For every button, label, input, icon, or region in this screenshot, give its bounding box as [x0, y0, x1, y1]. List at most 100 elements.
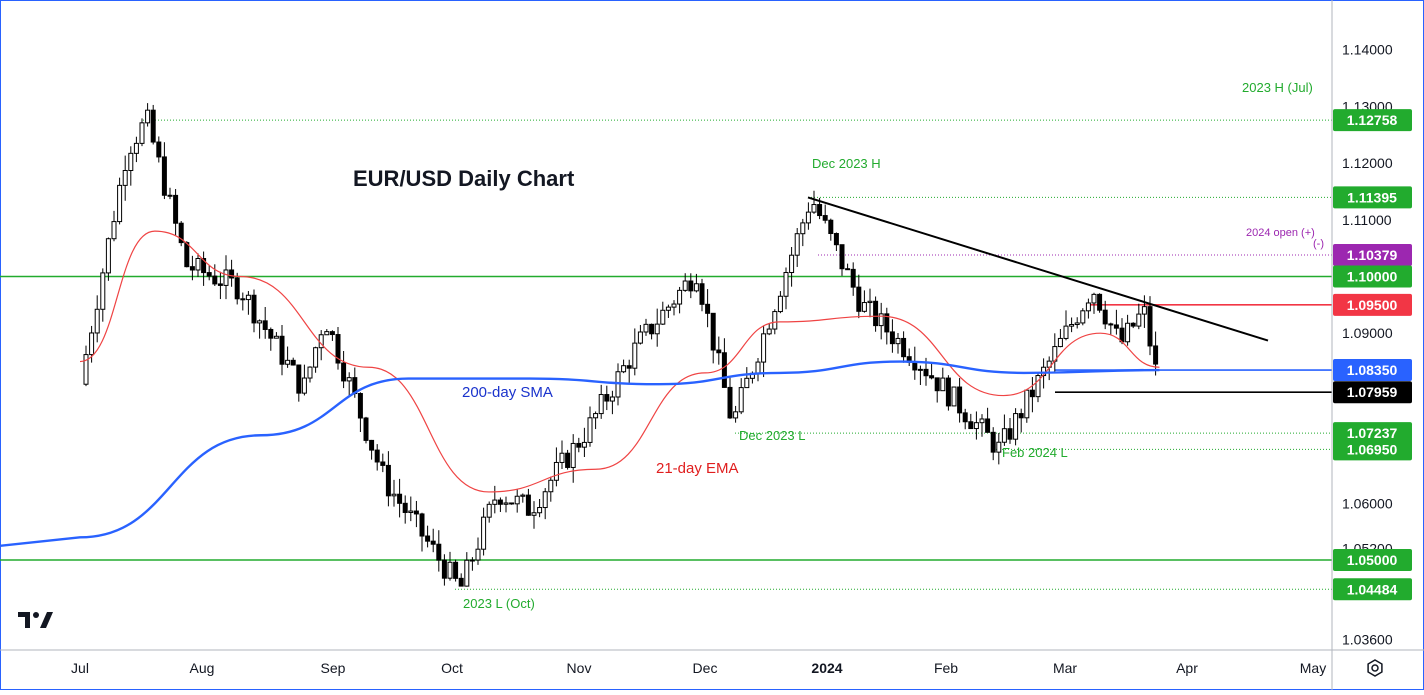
candle-body — [766, 328, 772, 335]
candle-body — [727, 386, 733, 419]
candle-body — [156, 141, 162, 158]
candle-body — [167, 194, 173, 197]
candle-body — [430, 540, 436, 545]
candle-body — [1108, 323, 1114, 326]
indicator-lines — [0, 196, 1269, 548]
price-badge-1.04484[interactable] — [1333, 578, 1412, 601]
candle-body — [822, 215, 828, 221]
candle-body — [817, 204, 823, 217]
candle-body — [581, 441, 587, 448]
candle-body — [229, 269, 235, 279]
candle-body — [1069, 324, 1075, 327]
candle-body — [464, 559, 470, 587]
gear-icon[interactable] — [1364, 657, 1386, 679]
candle-body — [1035, 375, 1041, 398]
candle-body — [184, 242, 190, 268]
candle-body — [1024, 389, 1030, 419]
y-tick-label: 1.06000 — [1342, 495, 1393, 511]
candle-body — [122, 169, 128, 186]
price-badge-text: 1.10379 — [1347, 247, 1398, 263]
candle-body — [492, 499, 498, 505]
price-badge-1.10379[interactable] — [1333, 244, 1412, 267]
descending-trendline — [807, 196, 1269, 342]
candle-body — [850, 268, 856, 288]
candle-body — [839, 244, 845, 270]
candle-body — [279, 335, 285, 365]
candle-body — [307, 366, 313, 379]
candle-body — [985, 418, 991, 433]
candle-body — [878, 313, 884, 327]
candle-body — [105, 238, 111, 274]
price-badge-1.07959[interactable] — [1333, 381, 1412, 404]
candle-body — [626, 365, 632, 369]
price-badge-1.11395[interactable] — [1333, 186, 1412, 209]
candle-body — [833, 233, 839, 246]
x-tick-label: Apr — [1176, 660, 1198, 676]
candle-body — [212, 275, 218, 285]
candle-body — [441, 559, 447, 579]
candle-body — [654, 323, 660, 335]
candle-body — [273, 335, 279, 339]
candle-body — [178, 222, 184, 244]
candle-body — [845, 268, 851, 271]
price-badge-text: 1.07959 — [1347, 384, 1398, 400]
candle-body — [89, 332, 95, 356]
tradingview-logo[interactable] — [16, 608, 56, 632]
annotation-2024-open-minus: (-) — [1313, 238, 1324, 250]
annotation-1.12758: 2023 H (Jul) — [1242, 80, 1313, 95]
candle-body — [531, 512, 537, 516]
price-badge-1.10000[interactable] — [1333, 265, 1412, 288]
ema-21-line — [79, 230, 1160, 493]
candle-body — [615, 371, 621, 398]
candle-body — [934, 377, 940, 392]
candle-body — [357, 393, 363, 419]
candle-body — [245, 294, 251, 301]
y-tick-label: 1.09000 — [1342, 325, 1393, 341]
price-badge-1.05000[interactable] — [1333, 549, 1412, 571]
candle-body — [693, 283, 699, 292]
candle-body — [772, 311, 778, 330]
candle-body — [413, 510, 419, 515]
candle-body — [699, 283, 705, 305]
candle-body — [738, 387, 744, 413]
candle-body — [458, 577, 464, 587]
annotation-1.06950: Feb 2024 L — [1002, 445, 1068, 460]
candle-body — [559, 452, 565, 463]
candle-body — [794, 233, 800, 256]
price-badge-1.09500[interactable] — [1333, 293, 1412, 316]
candle-body — [901, 337, 907, 358]
candles — [83, 103, 1159, 587]
price-badges[interactable]: 1.12758 1.11395 1.10379 1.10000 1.09500 1.083… — [1333, 109, 1412, 601]
candle-body — [643, 323, 649, 333]
candle-body — [968, 421, 974, 430]
candle-body — [475, 548, 481, 561]
candle-body — [335, 334, 341, 364]
price-badge-1.12758[interactable] — [1333, 109, 1412, 132]
candle-body — [990, 431, 996, 453]
candle-body — [111, 221, 117, 240]
x-tick-label: Sep — [321, 660, 346, 676]
candle-body — [996, 441, 1002, 453]
x-tick-label: Nov — [567, 660, 592, 676]
candle-body — [973, 422, 979, 430]
price-badge-1.06950[interactable] — [1333, 438, 1412, 461]
candle-body — [1091, 293, 1097, 304]
candle-body — [660, 309, 666, 325]
candle-body — [469, 559, 475, 562]
candle-body — [453, 561, 459, 579]
price-badge-1.08350[interactable] — [1333, 359, 1412, 382]
candle-body — [324, 331, 330, 336]
candle-body — [83, 354, 89, 385]
candle-body — [548, 479, 554, 493]
candle-body — [688, 280, 694, 292]
candle-body — [329, 331, 335, 336]
candle-body — [525, 494, 531, 516]
candle-body — [542, 491, 548, 509]
candle-body — [889, 331, 895, 345]
x-tick-label: Dec — [693, 660, 718, 676]
candle-body — [744, 377, 750, 389]
candle-body — [509, 502, 515, 505]
candle-body — [374, 449, 380, 463]
candle-body — [805, 211, 811, 224]
candle-body — [150, 109, 156, 143]
